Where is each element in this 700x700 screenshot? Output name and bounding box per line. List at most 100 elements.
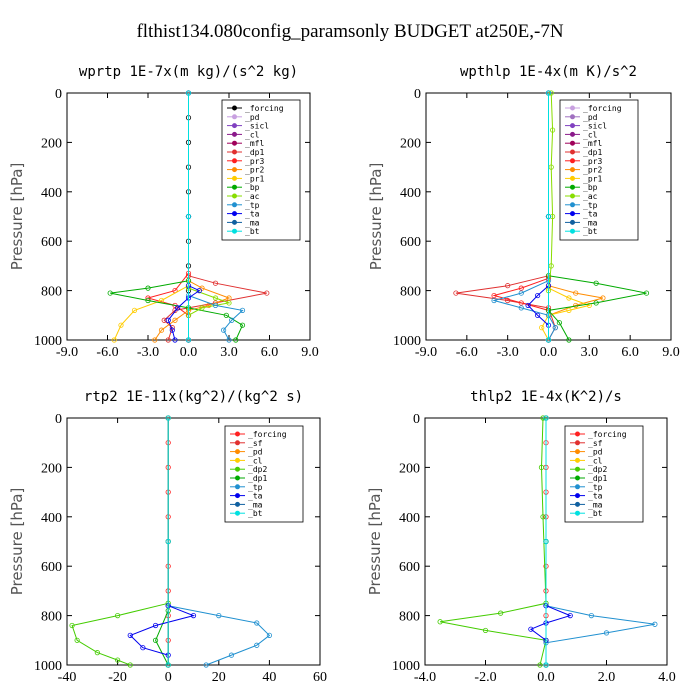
series-point-dp1 [165, 337, 171, 343]
series-group [69, 415, 272, 668]
series-point-ac [549, 127, 556, 133]
series-point-bp [643, 290, 650, 296]
legend-label: _forcing [245, 104, 284, 113]
series-line-dp2 [71, 602, 169, 666]
x-tick-label: -4.0 [414, 670, 436, 685]
legend-label: _sicl [245, 122, 269, 131]
series-point-ta [165, 317, 171, 323]
y-tick-label: 0 [55, 412, 62, 427]
series-point-dp1 [453, 290, 459, 296]
series-point-bp [107, 290, 113, 296]
legend-label: _ma [588, 500, 603, 509]
series-point-ta [535, 312, 541, 318]
series-point-pr1 [566, 307, 572, 313]
legend-marker [570, 114, 575, 120]
legend-label: _pd [583, 113, 598, 122]
series-point-tp [229, 317, 235, 323]
series-point-bp [145, 297, 151, 304]
series-point-tp [491, 297, 497, 304]
series-point-dp2 [127, 662, 133, 668]
series-line-pr1 [113, 285, 189, 341]
series-point-ta [528, 626, 534, 632]
series-point-pr1 [118, 322, 124, 328]
legend-marker [575, 466, 580, 472]
legend-label: _sicl [583, 122, 607, 131]
panel-title: thlp2 1E-4x(K^2)/s [470, 389, 622, 405]
legend-label: _ac [583, 192, 598, 201]
series-point-dp2 [94, 650, 100, 656]
legend-marker [235, 440, 240, 446]
series-point-dp1 [212, 280, 219, 286]
series-point-dp1 [505, 283, 511, 289]
y-tick-label: 400 [41, 186, 62, 201]
series-point-pr1 [586, 302, 592, 309]
x-tick-label: -40 [58, 670, 77, 685]
panel-1: wprtp 1E-7x(m kg)/(s^2 kg) Pressure [hPa]… [8, 64, 319, 360]
series-point-tp [203, 662, 209, 668]
series-point-tp [552, 325, 558, 331]
y-tick-label: 0 [414, 87, 421, 102]
legend-label: _pr3 [583, 157, 602, 166]
legend: _forcing_pd_sicl_cl_mfl_dp1_pr3_pr2_pr1_… [559, 99, 639, 241]
legend-label: _pd [248, 448, 263, 457]
legend-label: _bp [583, 183, 598, 192]
legend-label: _pd [588, 448, 603, 457]
series-point-tp [216, 612, 222, 619]
series-point-dp1 [505, 297, 511, 304]
y-axis-label: Pressure [hPa] [366, 488, 384, 596]
series-point-tp [226, 337, 232, 343]
y-tick-label: 1000 [34, 659, 62, 674]
legend-marker [232, 193, 237, 199]
series-point-pr1 [111, 337, 117, 343]
legend-label: _forcing [248, 430, 287, 439]
x-tick-label: 3.0 [581, 345, 599, 360]
series-line-ta [167, 285, 201, 341]
series-point-bt [543, 538, 549, 545]
x-tick-label: -3.0 [497, 345, 519, 360]
x-tick-label: 9.0 [662, 345, 680, 360]
legend-label: _dp2 [588, 465, 607, 474]
x-tick-label: 0 [165, 670, 172, 685]
legend-marker [235, 466, 240, 472]
legend-label: _sf [588, 439, 603, 448]
series-point-dp2 [437, 619, 443, 625]
y-tick-label: 400 [400, 186, 421, 201]
series-point-pr3 [518, 300, 524, 306]
legend-marker [575, 457, 580, 463]
y-tick-label: 400 [41, 511, 62, 526]
series-point-ta [140, 645, 146, 651]
series-line-tp [545, 605, 655, 665]
series-point-bp [593, 280, 599, 286]
series-point-tp [652, 621, 658, 627]
legend-label: _sf [248, 439, 263, 448]
series-point-dp1 [152, 637, 159, 643]
series-point-bp [556, 320, 562, 326]
y-axis-label: Pressure [hPa] [8, 163, 26, 271]
legend: _forcing_sf_pd_cl_dp2_dp1_tp_ta_ma_bt [564, 425, 644, 523]
legend-marker [232, 131, 237, 137]
x-tick-label: 6.0 [261, 345, 279, 360]
series-line-ac [548, 92, 554, 291]
series-point-bp [223, 312, 229, 318]
legend-marker [232, 219, 237, 225]
legend-label: _ma [248, 500, 263, 509]
legend-marker [232, 114, 237, 120]
figure-title: flthist134.080config_paramsonly BUDGET a… [136, 21, 563, 42]
series-point-tp [254, 620, 260, 626]
series-line-ta [529, 605, 572, 641]
series-point-bt [543, 415, 549, 421]
legend-marker [235, 510, 240, 516]
series-point-bp [233, 337, 239, 343]
legend-marker [232, 140, 237, 146]
series-point-ta [127, 632, 133, 638]
legend-marker [235, 431, 240, 437]
legend-marker [575, 484, 580, 490]
panel-4: thlp2 1E-4x(K^2)/s Pressure [hPa] -4.0 -2.0… [366, 389, 676, 685]
series-point-dp2 [540, 415, 546, 421]
legend-marker [232, 211, 237, 217]
legend-marker [235, 475, 240, 481]
y-tick-label: 800 [41, 610, 62, 625]
series-point-pr2 [600, 295, 606, 301]
legend-marker [575, 493, 580, 499]
